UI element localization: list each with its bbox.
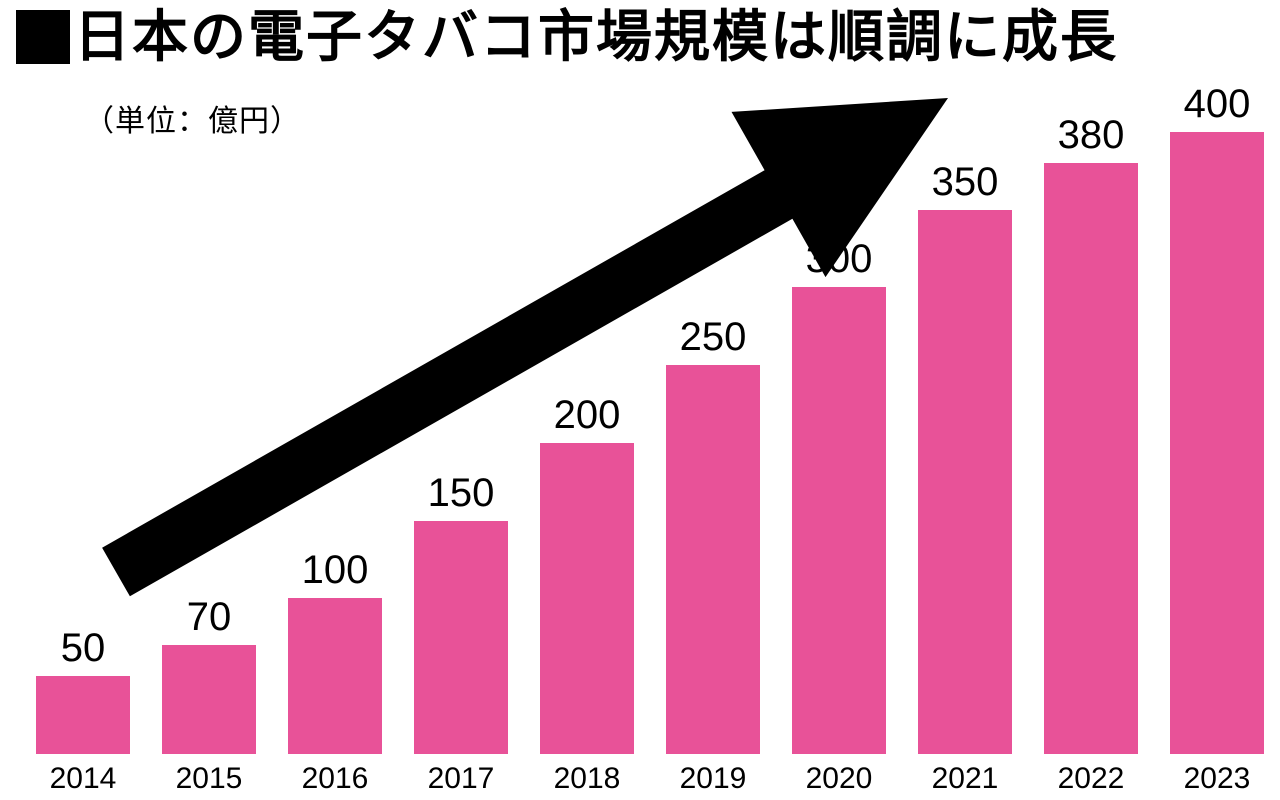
bar-chart: 50 2014 70 2015 100 2016 150 2017 200 2018 250 2019… bbox=[36, 84, 1264, 794]
bar bbox=[288, 598, 382, 754]
bar-value-label: 100 bbox=[301, 548, 369, 592]
bar-value-label: 400 bbox=[1183, 82, 1251, 126]
bar-value-label: 380 bbox=[1057, 113, 1125, 157]
bar-year-label: 2018 bbox=[553, 762, 621, 795]
bar-column: 150 2017 bbox=[414, 473, 508, 794]
bar-column: 400 2023 bbox=[1170, 84, 1264, 794]
bar-value-label: 70 bbox=[186, 595, 232, 639]
bar-year-label: 2021 bbox=[931, 762, 999, 795]
bar-value-label: 250 bbox=[679, 315, 747, 359]
bar-column: 350 2021 bbox=[918, 162, 1012, 794]
bar-value-label: 300 bbox=[805, 237, 873, 281]
bar bbox=[792, 287, 886, 754]
bar-year-label: 2015 bbox=[175, 762, 243, 795]
bar-column: 100 2016 bbox=[288, 550, 382, 794]
bar bbox=[918, 210, 1012, 754]
bar bbox=[1170, 132, 1264, 754]
bar bbox=[414, 521, 508, 754]
title-square-marker bbox=[16, 9, 70, 64]
bar-value-label: 350 bbox=[931, 160, 999, 204]
bar-column: 50 2014 bbox=[36, 628, 130, 794]
bar bbox=[36, 676, 130, 754]
bar-value-label: 200 bbox=[553, 393, 621, 437]
bar-year-label: 2022 bbox=[1057, 762, 1125, 795]
bar-column: 300 2020 bbox=[792, 239, 886, 794]
bar-year-label: 2014 bbox=[49, 762, 117, 795]
bar bbox=[666, 365, 760, 754]
bar-year-label: 2020 bbox=[805, 762, 873, 795]
chart-title-row: 日本の電子タバコ市場規模は順調に成長 bbox=[16, 6, 1118, 68]
bar bbox=[162, 645, 256, 754]
bar-column: 380 2022 bbox=[1044, 115, 1138, 794]
bar bbox=[540, 443, 634, 754]
bar-column: 250 2019 bbox=[666, 317, 760, 794]
page-title: 日本の電子タバコ市場規模は順調に成長 bbox=[74, 5, 1118, 68]
bar-column: 200 2018 bbox=[540, 395, 634, 794]
bar-value-label: 150 bbox=[427, 471, 495, 515]
bar-column: 70 2015 bbox=[162, 597, 256, 794]
bar-year-label: 2017 bbox=[427, 762, 495, 795]
bar bbox=[1044, 163, 1138, 754]
bar-year-label: 2019 bbox=[679, 762, 747, 795]
bar-year-label: 2023 bbox=[1183, 762, 1251, 795]
bar-value-label: 50 bbox=[60, 626, 106, 670]
bar-year-label: 2016 bbox=[301, 762, 369, 795]
